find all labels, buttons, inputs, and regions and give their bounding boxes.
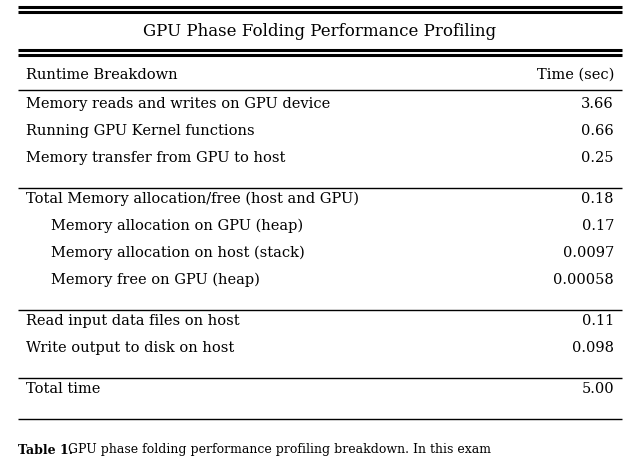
Text: 0.17: 0.17: [582, 219, 614, 233]
Text: 0.0097: 0.0097: [563, 246, 614, 260]
Text: Table 1.: Table 1.: [18, 444, 73, 456]
Text: 0.18: 0.18: [582, 192, 614, 206]
Text: Running GPU Kernel functions: Running GPU Kernel functions: [26, 124, 255, 138]
Text: 0.11: 0.11: [582, 314, 614, 328]
Text: Write output to disk on host: Write output to disk on host: [26, 341, 234, 355]
Text: Time (sec): Time (sec): [536, 68, 614, 82]
Text: Runtime Breakdown: Runtime Breakdown: [26, 68, 178, 82]
Text: Memory allocation on host (stack): Memory allocation on host (stack): [51, 246, 305, 260]
Text: 5.00: 5.00: [581, 382, 614, 396]
Text: Total time: Total time: [26, 382, 100, 396]
Text: Read input data files on host: Read input data files on host: [26, 314, 239, 328]
Text: 0.66: 0.66: [581, 124, 614, 138]
Text: Memory transfer from GPU to host: Memory transfer from GPU to host: [26, 151, 285, 165]
Text: Total Memory allocation/free (host and GPU): Total Memory allocation/free (host and G…: [26, 192, 359, 206]
Text: GPU Phase Folding Performance Profiling: GPU Phase Folding Performance Profiling: [143, 23, 497, 41]
Text: Memory allocation on GPU (heap): Memory allocation on GPU (heap): [51, 219, 303, 233]
Text: 0.25: 0.25: [582, 151, 614, 165]
Text: 0.00058: 0.00058: [553, 273, 614, 287]
Text: Memory free on GPU (heap): Memory free on GPU (heap): [51, 273, 260, 287]
Text: GPU phase folding performance profiling breakdown. In this exam: GPU phase folding performance profiling …: [64, 444, 491, 456]
Text: 0.098: 0.098: [572, 341, 614, 355]
Text: Memory reads and writes on GPU device: Memory reads and writes on GPU device: [26, 97, 330, 111]
Text: 3.66: 3.66: [581, 97, 614, 111]
